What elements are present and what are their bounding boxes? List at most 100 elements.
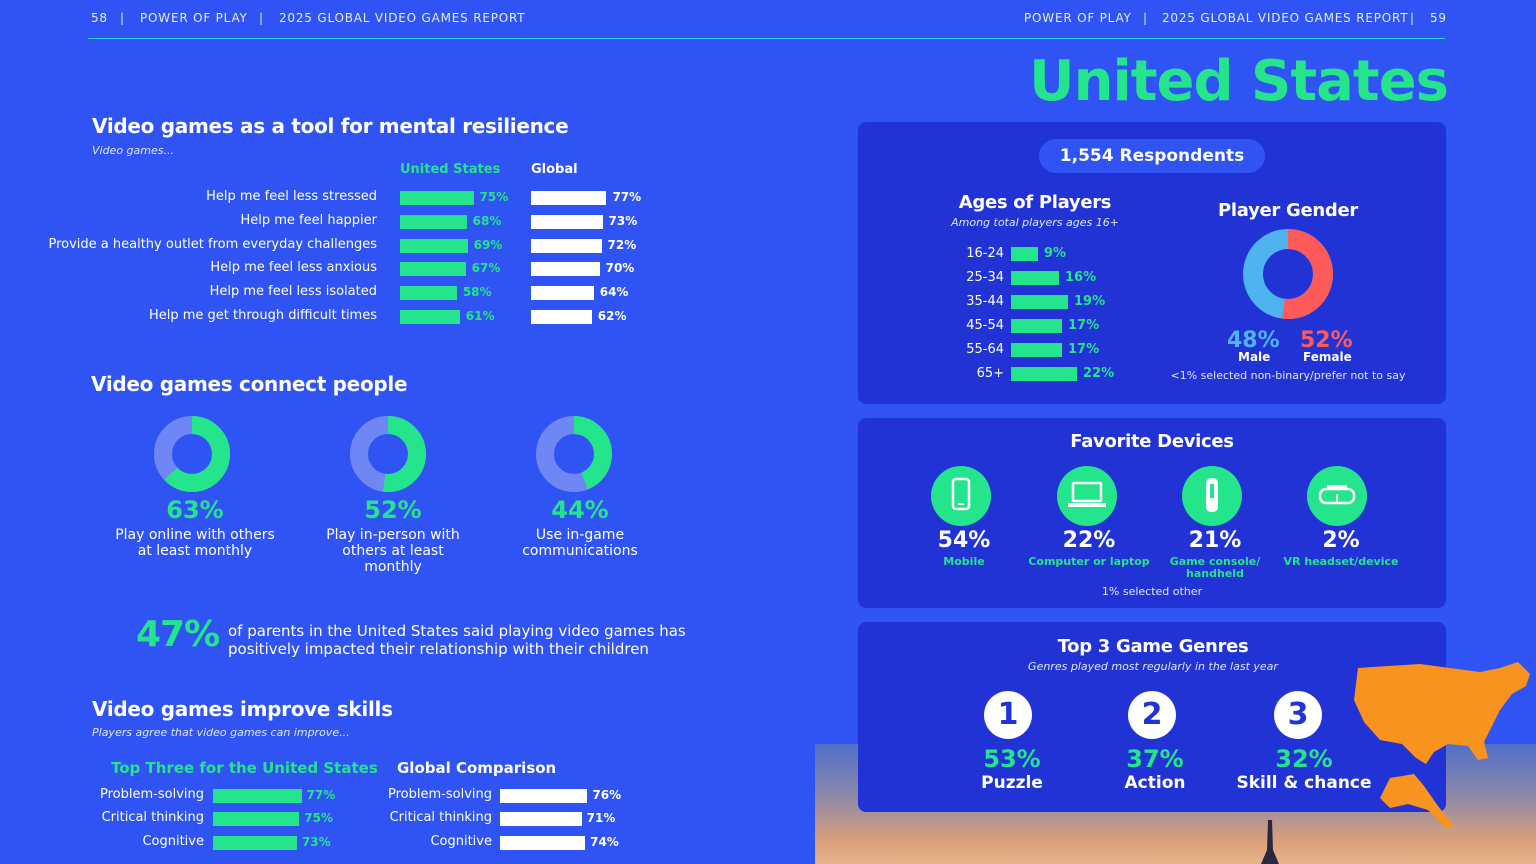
device-pct: 2% xyxy=(1322,528,1360,553)
skills-global-title: Global Comparison xyxy=(397,759,557,777)
connect-label-line-1: Use in-game xyxy=(535,527,625,543)
device-label: VR headset/device xyxy=(1283,555,1399,568)
skills-title: Video games improve skills xyxy=(92,697,393,721)
resilience-value-global: 72% xyxy=(607,237,637,252)
genres-title: Top 3 Game Genres xyxy=(1057,636,1249,657)
skills-us-value: 75% xyxy=(304,811,333,825)
connect-label-line-2: communications xyxy=(522,543,638,559)
devices-note: 1% selected other xyxy=(1101,585,1203,598)
vr-headset-icon xyxy=(1318,485,1356,505)
age-bar xyxy=(1011,343,1062,357)
age-label: 45-54 xyxy=(966,318,1004,333)
age-bar xyxy=(1011,367,1077,381)
connect-label-line-2: others at least xyxy=(342,543,444,559)
connect-label-line-1: Play in-person with xyxy=(326,527,460,543)
resilience-value-us: 69% xyxy=(473,237,503,252)
resilience-title: Video games as a tool for mental resilie… xyxy=(92,114,569,138)
skills-global-bar xyxy=(500,812,582,826)
resilience-value-us: 67% xyxy=(471,261,501,276)
respondents-badge: 1,554 Respondents xyxy=(1039,139,1265,173)
skills-us-value: 73% xyxy=(301,835,331,849)
header-separator: | xyxy=(259,11,264,25)
age-bar xyxy=(1011,295,1068,309)
column-header-global: Global xyxy=(531,162,578,177)
skills-global-value: 71% xyxy=(586,811,616,825)
skills-global-bar xyxy=(500,789,588,803)
connect-donut xyxy=(154,416,230,492)
parents-stat: 47% xyxy=(136,614,220,655)
resilience-bar-us xyxy=(400,286,457,301)
genre-rank-badge: 3 xyxy=(1274,691,1322,739)
resilience-value-us: 68% xyxy=(472,213,502,228)
gender-female-arc xyxy=(1243,229,1333,319)
skills-us-bar xyxy=(213,836,297,850)
skills-us-label: Critical thinking xyxy=(101,810,204,825)
resilience-bar-us xyxy=(400,310,460,324)
resilience-value-us: 75% xyxy=(479,190,509,204)
connect-pct: 63% xyxy=(166,496,224,524)
device-label: Game console/ xyxy=(1169,555,1261,568)
us-map-icon xyxy=(1354,662,1530,828)
age-label: 25-34 xyxy=(966,270,1004,285)
resilience-value-global: 77% xyxy=(612,190,642,204)
ages-title: Ages of Players xyxy=(958,192,1112,213)
age-value: 22% xyxy=(1083,366,1115,381)
skills-us-bar xyxy=(213,789,302,803)
devices-title: Favorite Devices xyxy=(1070,431,1234,452)
age-bar xyxy=(1011,271,1059,285)
genre-rank-badge: 1 xyxy=(984,691,1032,739)
header-separator: | xyxy=(120,11,125,25)
connect-donut-value xyxy=(350,416,426,492)
device-circle-vr xyxy=(1307,466,1367,526)
genre-label: Action xyxy=(1124,773,1186,793)
male-pct: 48% xyxy=(1227,328,1280,353)
connect-pct: 44% xyxy=(551,496,609,524)
age-value: 17% xyxy=(1068,342,1100,357)
age-label: 35-44 xyxy=(966,294,1004,309)
genre-pct: 53% xyxy=(983,745,1041,773)
age-bar xyxy=(1011,319,1062,333)
resilience-row-label: Help me feel happier xyxy=(240,212,377,228)
resilience-value-global: 70% xyxy=(605,261,635,276)
skills-us-label: Problem-solving xyxy=(100,787,204,802)
skills-global-bar xyxy=(500,836,586,850)
gender-note: <1% selected non-binary/prefer not to sa… xyxy=(1170,369,1406,382)
device-pct: 22% xyxy=(1062,528,1116,553)
connect-label-line-1: Play online with others xyxy=(115,527,275,543)
skills-us-title: Top Three for the United States xyxy=(111,759,378,777)
resilience-bar-global xyxy=(531,191,607,205)
device-circle-laptop xyxy=(1057,466,1117,526)
genre-label: Puzzle xyxy=(981,773,1043,793)
device-circle-mobile xyxy=(931,466,991,526)
connect-label-line-2: at least monthly xyxy=(137,543,253,559)
connect-donut-value xyxy=(536,416,612,492)
header-divider xyxy=(88,38,1445,39)
header-separator: | xyxy=(1410,11,1415,25)
connect-pct: 52% xyxy=(364,496,422,524)
skills-subtitle: Players agree that video games can impro… xyxy=(92,726,350,739)
device-label-line-2: handheld xyxy=(1186,567,1244,580)
header-separator: | xyxy=(1143,11,1148,25)
skills-us-value: 77% xyxy=(306,788,336,802)
device-pct: 21% xyxy=(1188,528,1242,553)
ages-subtitle: Among total players ages 16+ xyxy=(951,216,1119,229)
header-brand-right: POWER OF PLAY xyxy=(1024,11,1132,25)
parents-line-2: positively impacted their relationship w… xyxy=(228,640,649,658)
age-bar xyxy=(1011,247,1038,261)
device-label: Mobile xyxy=(943,555,985,568)
parents-statement: of parents in the United States said pla… xyxy=(228,622,686,658)
female-label: Female xyxy=(1303,350,1352,364)
connect-title: Video games connect people xyxy=(91,372,408,396)
genre-pct: 37% xyxy=(1126,745,1184,773)
resilience-row-label: Help me feel less isolated xyxy=(209,284,377,300)
resilience-bar-us xyxy=(400,214,467,229)
connect-label-line-3: monthly xyxy=(364,559,422,575)
tower-silhouette xyxy=(1261,820,1279,864)
genres-subtitle: Genres played most regularly in the last… xyxy=(1028,660,1278,673)
resilience-bar-us xyxy=(400,191,474,205)
resilience-bar-global xyxy=(531,310,592,324)
device-label: Computer or laptop xyxy=(1028,555,1150,568)
gender-title: Player Gender xyxy=(1218,200,1358,221)
resilience-row-label: Provide a healthy outlet from everyday c… xyxy=(48,236,377,252)
skills-global-label: Cognitive xyxy=(430,834,492,849)
